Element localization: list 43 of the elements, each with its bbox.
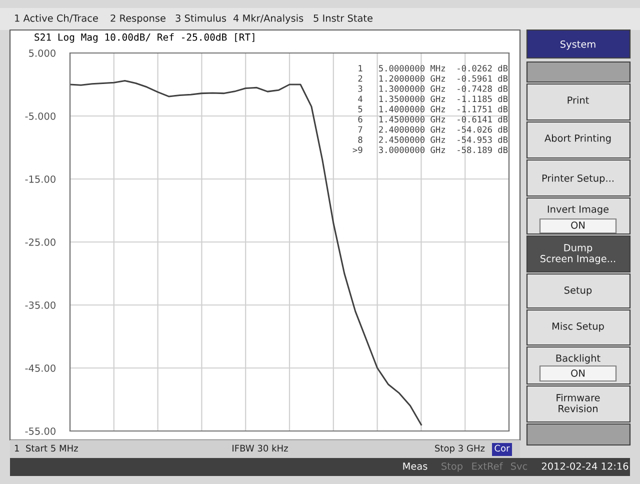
text: Backlight <box>556 354 600 364</box>
text: 4 Mkr/Analysis <box>233 14 304 24</box>
y-tick-label: -25.00 <box>25 238 56 246</box>
annotation: 1 5.0000000 MHz -0.0262 dB <box>358 64 508 72</box>
annotation: 2 1.2000000 GHz -0.5961 dB <box>358 75 508 82</box>
text: Meas <box>403 462 428 470</box>
y-tick-label: -55.00 <box>25 427 56 435</box>
text: Stop <box>442 462 463 472</box>
text: 1 Active Ch/Trace <box>15 14 98 23</box>
text: Svc <box>511 462 528 470</box>
annotation: 5 1.4000000 GHz -1.1751 dB <box>358 106 508 112</box>
y-tick-label: 5.000 <box>29 49 56 57</box>
text: ExtRef <box>472 462 503 470</box>
text: 5 Instr State <box>314 14 372 22</box>
text: Setup <box>564 286 592 296</box>
text: 2 Response <box>110 14 166 24</box>
annotation: 7 2.4000000 GHz -54.026 dB <box>358 126 508 133</box>
text: Cor <box>494 444 510 452</box>
text: ON <box>571 369 585 377</box>
y-tick-label: -15.00 <box>25 175 56 183</box>
y-tick-label: -5.000 <box>25 112 56 120</box>
y-tick-label: -35.00 <box>25 301 56 309</box>
chart-title: S21 Log Mag 10.00dB/ Ref -25.00dB [RT] <box>34 33 254 43</box>
annotation: 4 1.3500000 GHz -1.1185 dB <box>358 95 508 102</box>
text: Print <box>568 96 589 104</box>
text: 3 Stimulus <box>176 14 226 22</box>
text: Firmware Revision <box>556 394 600 412</box>
text: 2012-02-24 12:16 <box>542 462 628 470</box>
annotation: 8 2.4500000 GHz -54.953 dB <box>358 136 508 143</box>
text: Stop 3 GHz <box>435 444 485 454</box>
annotation: >9 3.0000000 GHz -58.189 dB <box>352 146 508 154</box>
text: Invert Image <box>548 206 609 215</box>
text: Dump Screen Image... <box>540 244 616 264</box>
text: Misc Setup <box>552 322 604 332</box>
text: ON <box>571 221 585 229</box>
annotation: 6 1.4500000 GHz -0.6141 dB <box>358 116 508 123</box>
annotation: 3 1.3000000 GHz -0.7428 dB <box>358 85 508 92</box>
text: 1 Start 5 MHz <box>14 444 78 452</box>
text: IFBW 30 kHz <box>232 444 288 452</box>
y-tick-label: -45.00 <box>25 364 56 372</box>
text: Printer Setup... <box>542 174 614 184</box>
text: System <box>560 40 596 50</box>
text: Abort Printing <box>544 134 611 144</box>
